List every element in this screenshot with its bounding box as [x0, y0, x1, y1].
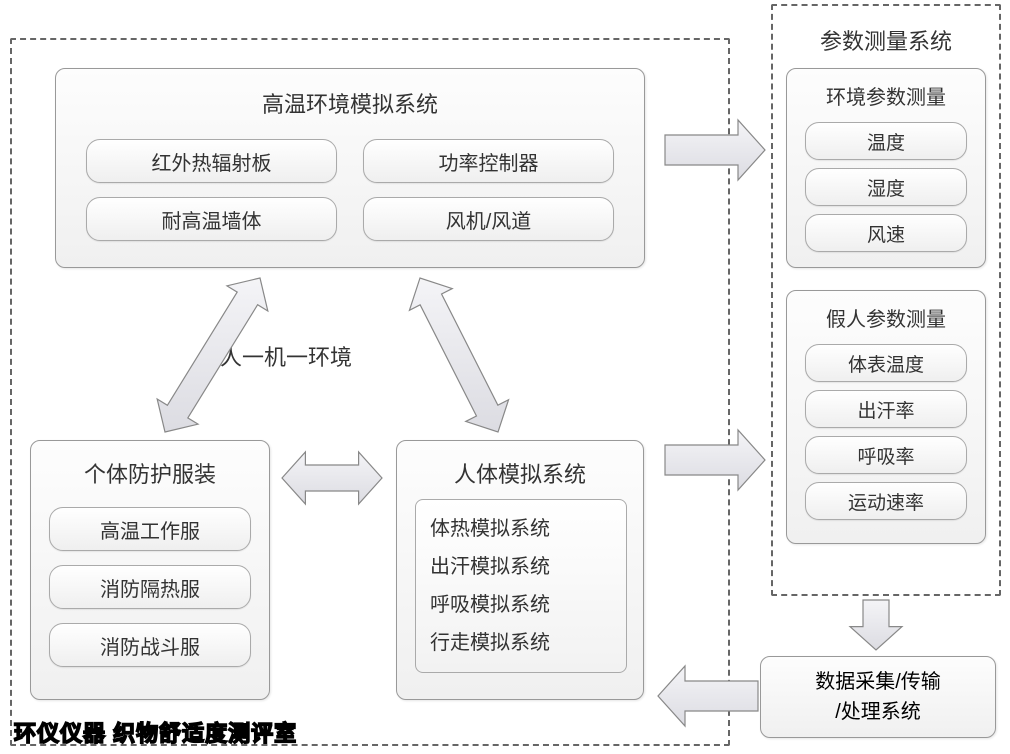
center-label: 人一机一环境 [220, 340, 352, 372]
pill-high-temp-suit: 高温工作服 [49, 507, 251, 551]
pill-fire-combat-suit: 消防战斗服 [49, 623, 251, 667]
manikin-list-item: 体热模拟系统 [430, 510, 612, 548]
pill-heat-wall: 耐高温墙体 [86, 197, 337, 241]
right-section-title: 参数测量系统 [796, 24, 976, 56]
manikin-list-item: 出汗模拟系统 [430, 548, 612, 586]
box-high-temp-env: 高温环境模拟系统 红外热辐射板 功率控制器 耐高温墙体 风机/风道 [55, 68, 645, 268]
box-data-system: 数据采集/传输 /处理系统 [760, 656, 996, 738]
box-env-param: 环境参数测量 温度 湿度 风速 [786, 68, 986, 268]
pill-wind-speed: 风速 [805, 214, 967, 252]
pill-motion-speed: 运动速率 [805, 482, 967, 520]
env-param-title: 环境参数测量 [787, 81, 985, 110]
pill-temperature: 温度 [805, 122, 967, 160]
pill-breath-rate: 呼吸率 [805, 436, 967, 474]
pill-humidity: 湿度 [805, 168, 967, 206]
box-manikin-param: 假人参数测量 体表温度 出汗率 呼吸率 运动速率 [786, 290, 986, 544]
pill-fire-insulation-suit: 消防隔热服 [49, 565, 251, 609]
manikin-list-item: 呼吸模拟系统 [430, 586, 612, 624]
data-line-2: /处理系统 [835, 697, 921, 727]
manikin-param-title: 假人参数测量 [787, 303, 985, 332]
manikin-list-item: 行走模拟系统 [430, 624, 612, 662]
watermark-text: 环仪仪器 织物舒适度测评室 [14, 716, 297, 748]
manikin-list-box: 体热模拟系统 出汗模拟系统 呼吸模拟系统 行走模拟系统 [415, 499, 627, 673]
pill-power-controller: 功率控制器 [363, 139, 614, 183]
pill-sweat-rate: 出汗率 [805, 390, 967, 428]
high-temp-title: 高温环境模拟系统 [56, 87, 644, 119]
pill-fan-duct: 风机/风道 [363, 197, 614, 241]
protective-title: 个体防护服装 [31, 457, 269, 489]
pill-surface-temp: 体表温度 [805, 344, 967, 382]
data-line-1: 数据采集/传输 [815, 667, 941, 697]
box-protective-clothing: 个体防护服装 高温工作服 消防隔热服 消防战斗服 [30, 440, 270, 700]
pill-infrared-panel: 红外热辐射板 [86, 139, 337, 183]
box-manikin-system: 人体模拟系统 体热模拟系统 出汗模拟系统 呼吸模拟系统 行走模拟系统 [396, 440, 644, 700]
manikin-title: 人体模拟系统 [397, 457, 643, 489]
